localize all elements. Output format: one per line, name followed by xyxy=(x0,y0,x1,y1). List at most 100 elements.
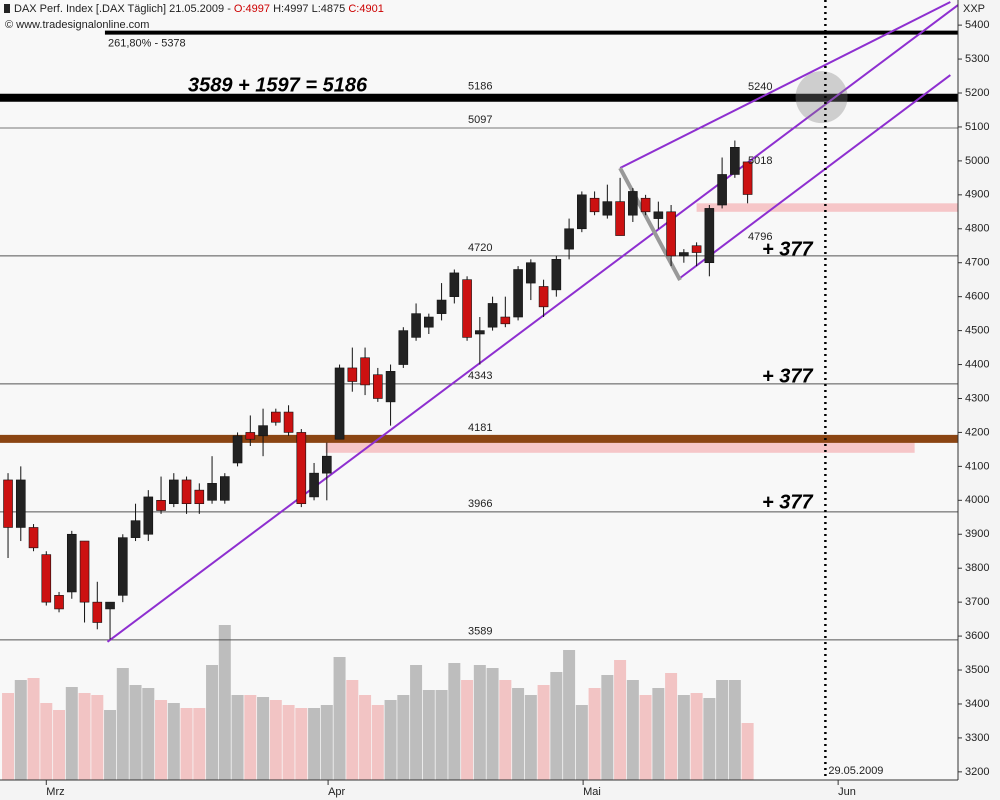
volume-bar xyxy=(27,678,40,780)
volume-bar xyxy=(397,695,410,780)
volume-bar xyxy=(448,663,461,780)
volume-bar xyxy=(512,688,525,780)
date-label: 29.05.2009 xyxy=(828,765,883,777)
volume-bar xyxy=(104,710,117,780)
y-tick-label: 5200 xyxy=(965,87,989,99)
channel-label: 4796 xyxy=(748,231,772,243)
volume-bar xyxy=(716,680,729,780)
candle-body xyxy=(526,262,536,284)
candle-body xyxy=(143,496,154,535)
y-tick-label: 4100 xyxy=(965,460,989,472)
ohlc-label: L:4875 xyxy=(312,3,346,15)
volume-bar xyxy=(359,695,372,780)
volume-bar xyxy=(295,708,308,780)
candle-body xyxy=(334,367,345,440)
candle-body xyxy=(538,286,549,308)
y-tick-label: 3800 xyxy=(965,562,989,574)
volume-bar xyxy=(346,680,359,780)
candle-body xyxy=(168,479,179,505)
volume-bar xyxy=(575,705,588,780)
candle-body xyxy=(258,425,268,437)
y-tick-label: 3200 xyxy=(965,766,989,778)
volume-bar xyxy=(40,703,53,780)
channel-label: 5018 xyxy=(748,155,772,167)
grey-line xyxy=(618,167,682,281)
y-tick-label: 4800 xyxy=(965,223,989,235)
volume-bar xyxy=(524,695,537,780)
volume-bar xyxy=(741,723,754,780)
candle-body xyxy=(640,197,651,213)
volume-bar xyxy=(193,708,206,780)
candle-body xyxy=(347,367,358,382)
candle-body xyxy=(449,272,460,297)
y-tick-label: 4000 xyxy=(965,494,989,506)
volume-bar xyxy=(550,672,563,780)
candle-body xyxy=(691,245,702,253)
candle-body xyxy=(411,313,421,338)
y-tick-label: 5000 xyxy=(965,155,989,167)
plot-area xyxy=(0,0,958,780)
level-label: 5186 xyxy=(468,81,492,93)
volume-bar xyxy=(537,685,550,780)
candle-body xyxy=(462,279,472,338)
y-tick-label: 5300 xyxy=(965,53,989,65)
header-title: DAX Perf. Index [.DAX Täglich] 21.05.200… xyxy=(14,3,231,15)
source: © www.tradesignalonline.com xyxy=(5,19,149,31)
y-tick-label: 4300 xyxy=(965,392,989,404)
y-tick-label: 4600 xyxy=(965,291,989,303)
y-tick-label: 3500 xyxy=(965,664,989,676)
annotation: 3589 + 1597 = 5186 xyxy=(188,74,368,96)
volume-bar xyxy=(422,690,435,780)
candle-body xyxy=(296,432,307,505)
y-tick-label: 3600 xyxy=(965,630,989,642)
volume-bar xyxy=(65,687,78,780)
volume-bar xyxy=(601,675,614,780)
candle-body xyxy=(207,483,217,501)
y-tick-label: 5400 xyxy=(965,19,989,31)
volume-bar xyxy=(167,703,180,780)
volume-bar xyxy=(206,665,219,780)
level-label: 4720 xyxy=(468,242,492,254)
fib-label: 261,80% - 5378 xyxy=(108,37,186,49)
candle-body xyxy=(79,540,90,603)
volume-bar xyxy=(486,668,499,780)
candle-body xyxy=(181,479,192,505)
y-tick-label: 5100 xyxy=(965,121,989,133)
candle-body xyxy=(309,472,319,498)
volume-bar xyxy=(652,688,665,780)
annotation: + 377 xyxy=(762,491,813,513)
candle-body xyxy=(602,201,613,216)
x-tick-label: Apr xyxy=(328,786,345,798)
volume-bar xyxy=(129,685,142,780)
volume-bar xyxy=(231,695,244,780)
volume-bar xyxy=(269,700,282,780)
annotation: + 377 xyxy=(762,365,813,387)
y-tick-label: 3300 xyxy=(965,732,989,744)
volume-bar xyxy=(320,705,333,780)
candle-body xyxy=(54,595,64,610)
volume-bar xyxy=(116,668,129,780)
candle-body xyxy=(424,316,434,328)
candle-body xyxy=(232,435,243,464)
volume-bar xyxy=(91,695,104,780)
level-label: 3589 xyxy=(468,626,492,638)
ohlc-label: C:4901 xyxy=(348,3,383,15)
candle-body xyxy=(117,537,128,596)
candle-body xyxy=(220,476,230,501)
volume-bar xyxy=(14,680,27,780)
candle-body xyxy=(577,194,587,230)
volume-bar xyxy=(499,680,512,780)
ohlc-label: O:4997 xyxy=(234,3,270,15)
volume-bar xyxy=(218,625,231,780)
volume-bar xyxy=(626,680,639,780)
volume-bar xyxy=(53,710,66,780)
volume-bar xyxy=(690,693,703,780)
volume-bar xyxy=(2,693,15,780)
candle-body xyxy=(28,527,39,549)
candle-body xyxy=(156,500,166,511)
candle-body xyxy=(679,252,689,257)
volume-bar xyxy=(155,700,168,780)
candle-body xyxy=(283,411,294,433)
volume-bar xyxy=(371,705,384,780)
